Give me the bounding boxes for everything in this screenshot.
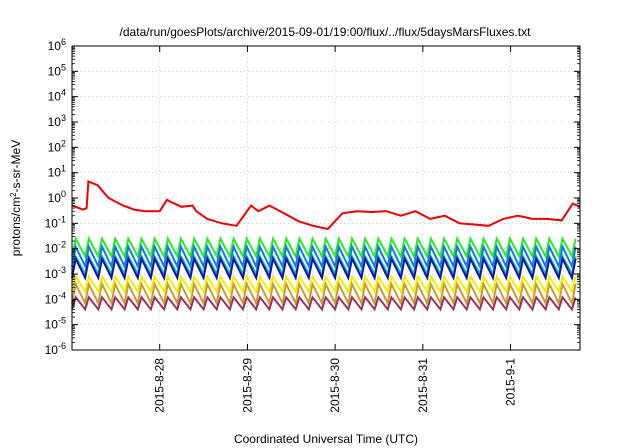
x-tick-label: 2015-8-29: [240, 358, 254, 413]
x-tick-label: 2015-8-28: [153, 358, 167, 413]
y-tick-label: 106: [48, 37, 66, 53]
y-axis-label-rest: -s-sr-MeV: [9, 140, 23, 193]
x-axis-ticks: 2015-8-28 2015-8-29 2015-8-30 2015-8-31 2015…: [153, 46, 518, 413]
y-tick-label: 10-1: [45, 214, 66, 230]
series-line-3: [71, 243, 577, 270]
y-tick-label: 10-4: [45, 290, 66, 306]
y-tick-label: 105: [48, 62, 66, 78]
y-axis-ticks: 10-6 10-5 10-4 10-3 10-2 10-1 100 101 102 103 104 1…: [45, 37, 580, 357]
series-line-1: [71, 180, 581, 231]
series-line-2: [71, 235, 577, 260]
y-axis-label: protons/cm2-s-sr-MeV: [9, 140, 24, 256]
y-tick-label: 104: [48, 88, 66, 104]
x-tick-label: 2015-8-30: [328, 358, 342, 413]
grid-lines: [72, 46, 580, 350]
series-line-5: [71, 255, 577, 282]
x-tick-label: 2015-8-31: [416, 358, 430, 413]
y-tick-label: 101: [48, 164, 66, 180]
x-tick-label: 2015-9-1: [504, 358, 518, 406]
y-tick-label: 10-2: [45, 240, 66, 256]
y-axis-label-base: protons/cm: [9, 197, 23, 256]
y-tick-label: 10-6: [45, 341, 66, 357]
y-tick-label: 10-5: [45, 316, 66, 332]
series-lines: [71, 180, 581, 312]
series-line-8: [71, 295, 577, 312]
series-line-7: [71, 280, 577, 307]
y-tick-label: 102: [48, 138, 66, 154]
y-tick-label: 100: [48, 189, 66, 205]
series-line-6: [71, 273, 577, 295]
x-axis-label: Coordinated Universal Time (UTC): [234, 432, 418, 446]
chart-title: /data/run/goesPlots/archive/2015-09-01/1…: [120, 25, 532, 39]
y-tick-label: 103: [48, 113, 66, 129]
y-axis-label-sup: 2: [9, 192, 18, 197]
y-tick-label: 10-3: [45, 265, 66, 281]
